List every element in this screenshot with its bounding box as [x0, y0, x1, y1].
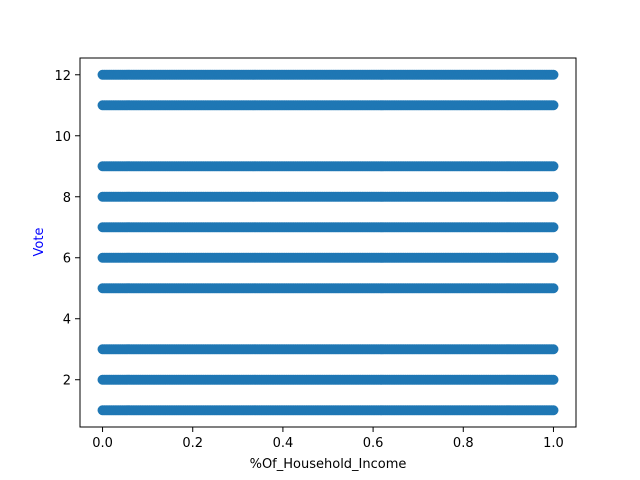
y-tick-label: 4: [63, 313, 71, 328]
data-point: [548, 222, 559, 233]
point-row-6: [97, 252, 559, 263]
point-row-1: [97, 405, 559, 416]
x-axis-title: %Of_Household_Income: [250, 457, 407, 472]
x-axis: 0.0 0.2 0.4 0.6 0.8 1.0: [92, 427, 564, 451]
plot-frame: [79, 57, 577, 428]
data-point: [548, 374, 559, 385]
data-point: [548, 252, 559, 263]
y-tick-label: 2: [63, 374, 71, 389]
y-tick-label: 6: [63, 252, 71, 267]
y-axis: 2 4 6 8 10 12: [54, 69, 80, 389]
data-point: [548, 161, 559, 172]
x-tick-label: 0.8: [453, 436, 474, 451]
y-tick-label: 12: [54, 69, 71, 84]
points-layer: [97, 69, 559, 416]
point-row-5: [97, 283, 559, 294]
point-row-2: [97, 374, 559, 385]
data-point: [548, 283, 559, 294]
data-point: [548, 344, 559, 355]
point-row-11: [97, 100, 559, 111]
data-point: [548, 405, 559, 416]
point-row-12: [97, 69, 559, 80]
point-row-9: [97, 161, 559, 172]
data-point: [548, 191, 559, 202]
point-row-8: [97, 191, 559, 202]
x-tick-label: 0.2: [182, 436, 203, 451]
point-row-7: [97, 222, 559, 233]
x-tick-label: 0.4: [273, 436, 294, 451]
y-axis-title: Vote: [32, 228, 47, 257]
data-point: [548, 69, 559, 80]
point-row-3: [97, 344, 559, 355]
x-tick-label: 0.0: [92, 436, 113, 451]
x-tick-label: 0.6: [363, 436, 384, 451]
y-tick-label: 10: [54, 130, 71, 145]
data-point: [548, 100, 559, 111]
x-tick-label: 1.0: [543, 436, 564, 451]
y-tick-label: 8: [63, 191, 71, 206]
